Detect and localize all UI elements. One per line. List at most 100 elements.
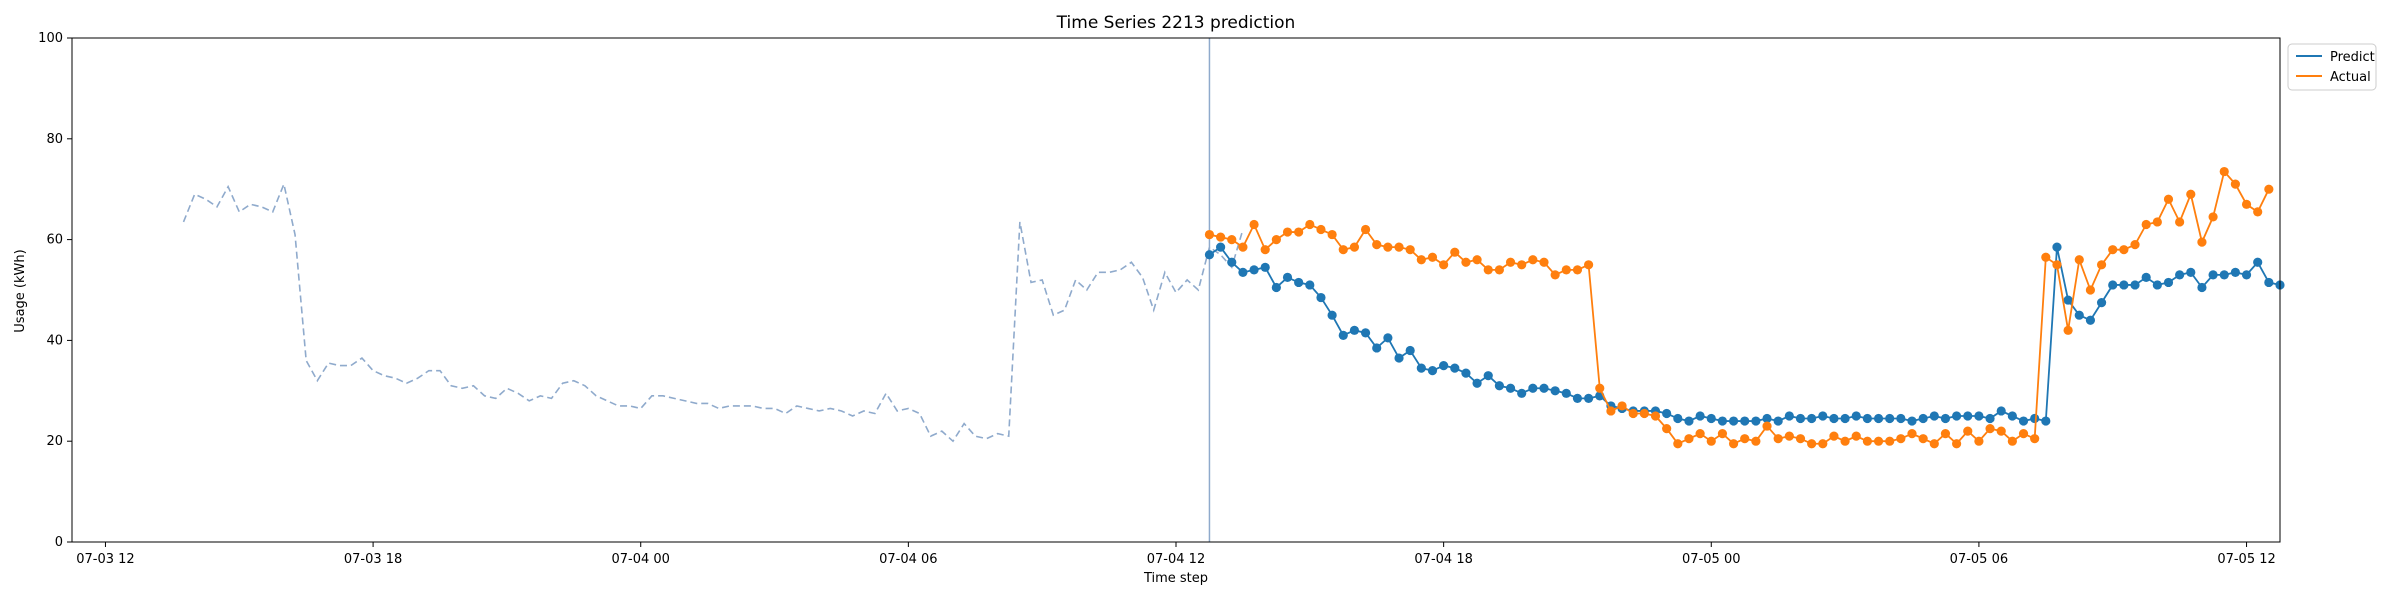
actual-point bbox=[1829, 431, 1839, 441]
actual-point bbox=[2253, 207, 2263, 217]
actual-point bbox=[2152, 217, 2162, 227]
predict-point bbox=[1439, 361, 1449, 371]
actual-point bbox=[2119, 245, 2129, 255]
actual-series bbox=[1204, 166, 2274, 449]
actual-point bbox=[1862, 436, 1872, 446]
x-tick-label: 07-04 06 bbox=[879, 552, 937, 567]
predict-point bbox=[1204, 250, 1215, 260]
actual-point bbox=[1762, 421, 1772, 431]
predict-point bbox=[1216, 242, 1226, 252]
actual-point bbox=[1628, 408, 1638, 419]
predict-point bbox=[2163, 277, 2174, 288]
actual-point bbox=[1650, 411, 1661, 421]
predict-point bbox=[1684, 416, 1694, 426]
predict-point bbox=[2108, 280, 2118, 290]
actual-point bbox=[1662, 424, 1672, 434]
predict-point bbox=[1851, 411, 1861, 421]
predict-point bbox=[2208, 270, 2218, 280]
predict-point bbox=[1784, 411, 1794, 421]
actual-point bbox=[1695, 429, 1705, 439]
actual-point bbox=[1327, 229, 1337, 240]
actual-point bbox=[1517, 260, 1527, 270]
predict-point bbox=[1751, 416, 1761, 426]
y-tick-label: 40 bbox=[46, 333, 63, 348]
actual-point bbox=[2230, 179, 2240, 189]
predict-point bbox=[2041, 416, 2051, 426]
predict-point bbox=[1896, 413, 1906, 424]
predict-point bbox=[1740, 416, 1750, 426]
predict-point bbox=[1940, 413, 1951, 424]
actual-point bbox=[1974, 436, 1984, 446]
actual-point bbox=[1606, 406, 1616, 416]
actual-point bbox=[2163, 194, 2174, 204]
actual-point bbox=[2141, 219, 2151, 230]
predict-point bbox=[1517, 388, 1527, 398]
actual-point bbox=[1528, 255, 1538, 265]
actual-point bbox=[2130, 240, 2140, 250]
actual-point bbox=[1494, 265, 1504, 275]
actual-point bbox=[1439, 260, 1449, 270]
predict-point bbox=[1383, 333, 1393, 343]
predict-point bbox=[1873, 413, 1884, 424]
actual-point bbox=[1505, 257, 1516, 267]
actual-point bbox=[1673, 439, 1683, 449]
x-tick-label: 07-05 06 bbox=[1950, 552, 2008, 567]
predict-point bbox=[2018, 416, 2029, 426]
actual-point bbox=[1795, 434, 1806, 444]
actual-point bbox=[1952, 439, 1962, 449]
actual-point bbox=[1216, 232, 1226, 242]
actual-point bbox=[2264, 184, 2274, 194]
actual-point bbox=[1349, 242, 1360, 252]
history-line bbox=[182, 181, 1244, 443]
actual-point bbox=[1472, 255, 1482, 265]
predict-point bbox=[2186, 267, 2196, 277]
actual-point bbox=[2219, 166, 2229, 177]
actual-point bbox=[1383, 242, 1393, 252]
actual-point bbox=[2063, 325, 2073, 335]
predict-point bbox=[1717, 416, 1728, 426]
predict-point bbox=[1249, 265, 1259, 275]
y-tick-label: 60 bbox=[46, 233, 63, 248]
predict-point bbox=[1829, 413, 1839, 424]
actual-point bbox=[1539, 257, 1549, 267]
actual-point bbox=[1227, 235, 1237, 245]
predict-point bbox=[2130, 280, 2140, 290]
actual-point bbox=[1416, 255, 1426, 265]
actual-point bbox=[1305, 219, 1315, 230]
actual-point bbox=[2074, 255, 2084, 265]
actual-point bbox=[1238, 242, 1248, 252]
actual-point bbox=[2018, 429, 2029, 439]
predict-point bbox=[1494, 381, 1504, 391]
predict-point bbox=[1528, 383, 1538, 393]
predict-point bbox=[1762, 413, 1772, 424]
actual-point bbox=[1706, 436, 1716, 446]
predict-point bbox=[1662, 408, 1672, 419]
actual-point bbox=[1483, 265, 1493, 275]
actual-point bbox=[2197, 237, 2207, 247]
actual-point bbox=[1271, 235, 1281, 245]
predict-point bbox=[2230, 267, 2240, 277]
legend-label-predict: Predict bbox=[2330, 50, 2375, 65]
predict-point bbox=[1807, 413, 1817, 424]
actual-point bbox=[2186, 189, 2196, 199]
actual-point bbox=[1996, 426, 2006, 436]
actual-point bbox=[1294, 227, 1304, 237]
y-axis-title: Usage (kWh) bbox=[13, 249, 28, 332]
actual-point bbox=[1360, 224, 1371, 235]
actual-point bbox=[2041, 252, 2051, 262]
predict-point bbox=[2197, 282, 2207, 293]
predict-point bbox=[1360, 328, 1371, 338]
predict-point bbox=[1238, 267, 1248, 277]
predict-point bbox=[1706, 413, 1716, 424]
actual-point bbox=[1394, 242, 1404, 252]
predict-point bbox=[2241, 270, 2252, 280]
legend[interactable]: Predict Actual bbox=[2287, 43, 2377, 91]
y-tick-label: 100 bbox=[38, 31, 63, 46]
y-tick-label: 20 bbox=[46, 434, 63, 449]
predict-point bbox=[1584, 393, 1594, 403]
actual-point bbox=[1561, 265, 1571, 275]
predict-point bbox=[2052, 242, 2062, 252]
predict-point bbox=[1327, 310, 1337, 320]
chart-title: Time Series 2213 prediction bbox=[1056, 13, 1296, 33]
